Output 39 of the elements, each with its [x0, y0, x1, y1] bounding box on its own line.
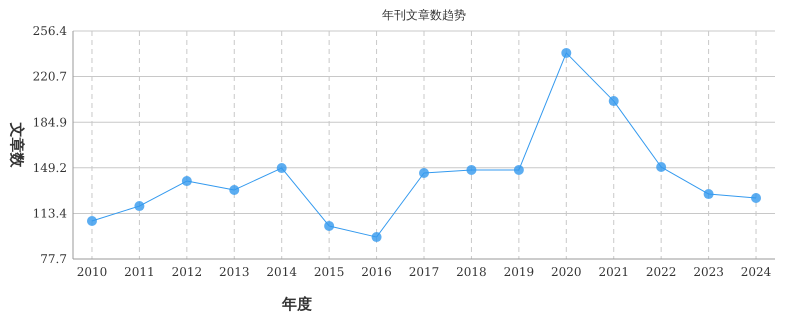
- y-tick-label: 256.4: [32, 24, 68, 38]
- point: [656, 162, 666, 172]
- point: [419, 168, 429, 178]
- x-tick-label: 2020: [551, 265, 582, 279]
- x-tick-label: 2013: [218, 265, 250, 279]
- point: [324, 220, 334, 231]
- y-tick-label: 184.9: [32, 115, 67, 130]
- y-tick-label: 113.4: [32, 206, 68, 221]
- x-tick-label: 2017: [408, 265, 440, 279]
- x-tick-label: 2019: [504, 265, 534, 279]
- point: [704, 189, 714, 200]
- x-tick-label: 2012: [172, 265, 202, 279]
- x-tick-label: 2016: [361, 265, 392, 279]
- y-tick-label: 77.7: [40, 252, 67, 266]
- x-tick-label: 2024: [740, 265, 772, 279]
- point: [372, 232, 382, 242]
- x-tick-label: 2011: [124, 265, 155, 279]
- x-tick-label: 2022: [646, 265, 676, 279]
- x-axis-title: 年度: [281, 295, 312, 313]
- point: [561, 48, 572, 58]
- x-tick-label: 2010: [76, 265, 108, 279]
- y-tick-label: 149.2: [32, 160, 67, 175]
- point: [182, 176, 192, 186]
- y-axis-title: 文章数: [8, 122, 26, 168]
- point: [466, 164, 476, 175]
- point: [134, 201, 144, 212]
- point: [514, 164, 524, 175]
- x-tick-label: 2014: [266, 265, 298, 279]
- point: [229, 184, 240, 195]
- x-tick-label: 2018: [456, 265, 487, 279]
- point: [276, 163, 287, 174]
- x-tick-label: 2021: [598, 265, 630, 279]
- x-tick-label: 2023: [693, 265, 724, 279]
- point: [751, 193, 762, 204]
- y-tick-label: 220.7: [32, 70, 67, 84]
- point: [86, 216, 97, 226]
- point: [608, 96, 619, 106]
- chart-title: 年刊文章数趋势: [382, 8, 466, 22]
- x-tick-label: 2015: [314, 265, 344, 279]
